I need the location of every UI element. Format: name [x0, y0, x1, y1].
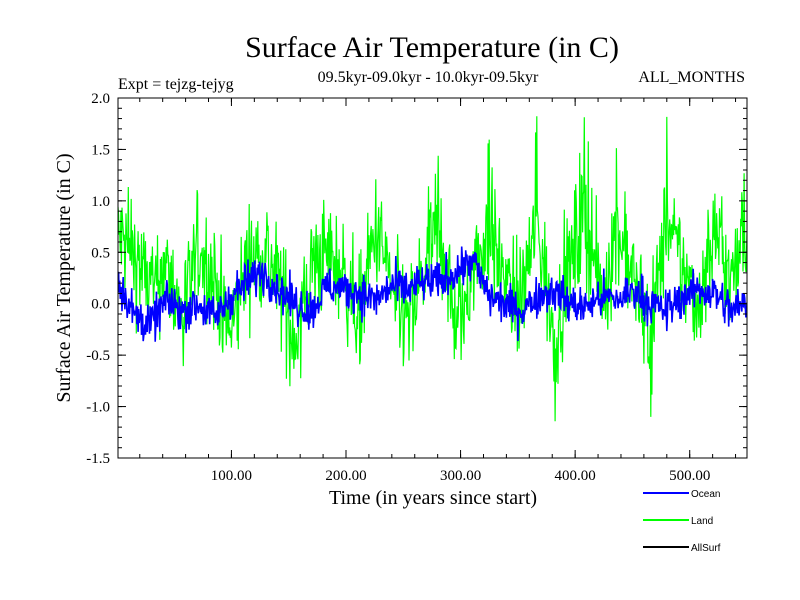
y-tick-label: -0.5	[86, 348, 110, 364]
x-tick-label: 300.00	[440, 468, 481, 484]
y-tick-label: 0.5	[91, 245, 110, 261]
x-tick-label: 500.00	[669, 468, 710, 484]
series-line-ocean	[118, 246, 747, 342]
legend-label-ocean: Ocean	[691, 489, 720, 500]
legend: Ocean Land AllSurf	[643, 489, 721, 554]
y-tick-label: -1.5	[86, 451, 110, 467]
y-tick-label: 1.0	[91, 194, 110, 210]
y-tick-label: -1.0	[86, 400, 110, 416]
x-axis-label: Time (in years since start)	[329, 487, 537, 509]
y-axis-label: Surface Air Temperature (in C)	[53, 153, 75, 402]
plot-frame	[117, 97, 748, 459]
subtitle-expt: Expt = tejzg-tejyg	[118, 76, 234, 93]
y-tick-label: 0.0	[91, 297, 110, 313]
legend-label-land: Land	[691, 516, 713, 527]
x-tick-label: 400.00	[555, 468, 596, 484]
y-tick-label: 2.0	[91, 91, 110, 107]
x-tick-label: 200.00	[325, 468, 366, 484]
x-tick-label: 100.00	[211, 468, 252, 484]
legend-label-allsurf: AllSurf	[691, 543, 721, 554]
chart-title: Surface Air Temperature (in C)	[245, 31, 619, 64]
series-line-land	[118, 116, 747, 422]
y-tick-label: 1.5	[91, 142, 110, 158]
subtitle-months: ALL_MONTHS	[638, 69, 745, 86]
subtitle-period: 09.5kyr-09.0kyr - 10.0kyr-09.5kyr	[318, 69, 539, 86]
